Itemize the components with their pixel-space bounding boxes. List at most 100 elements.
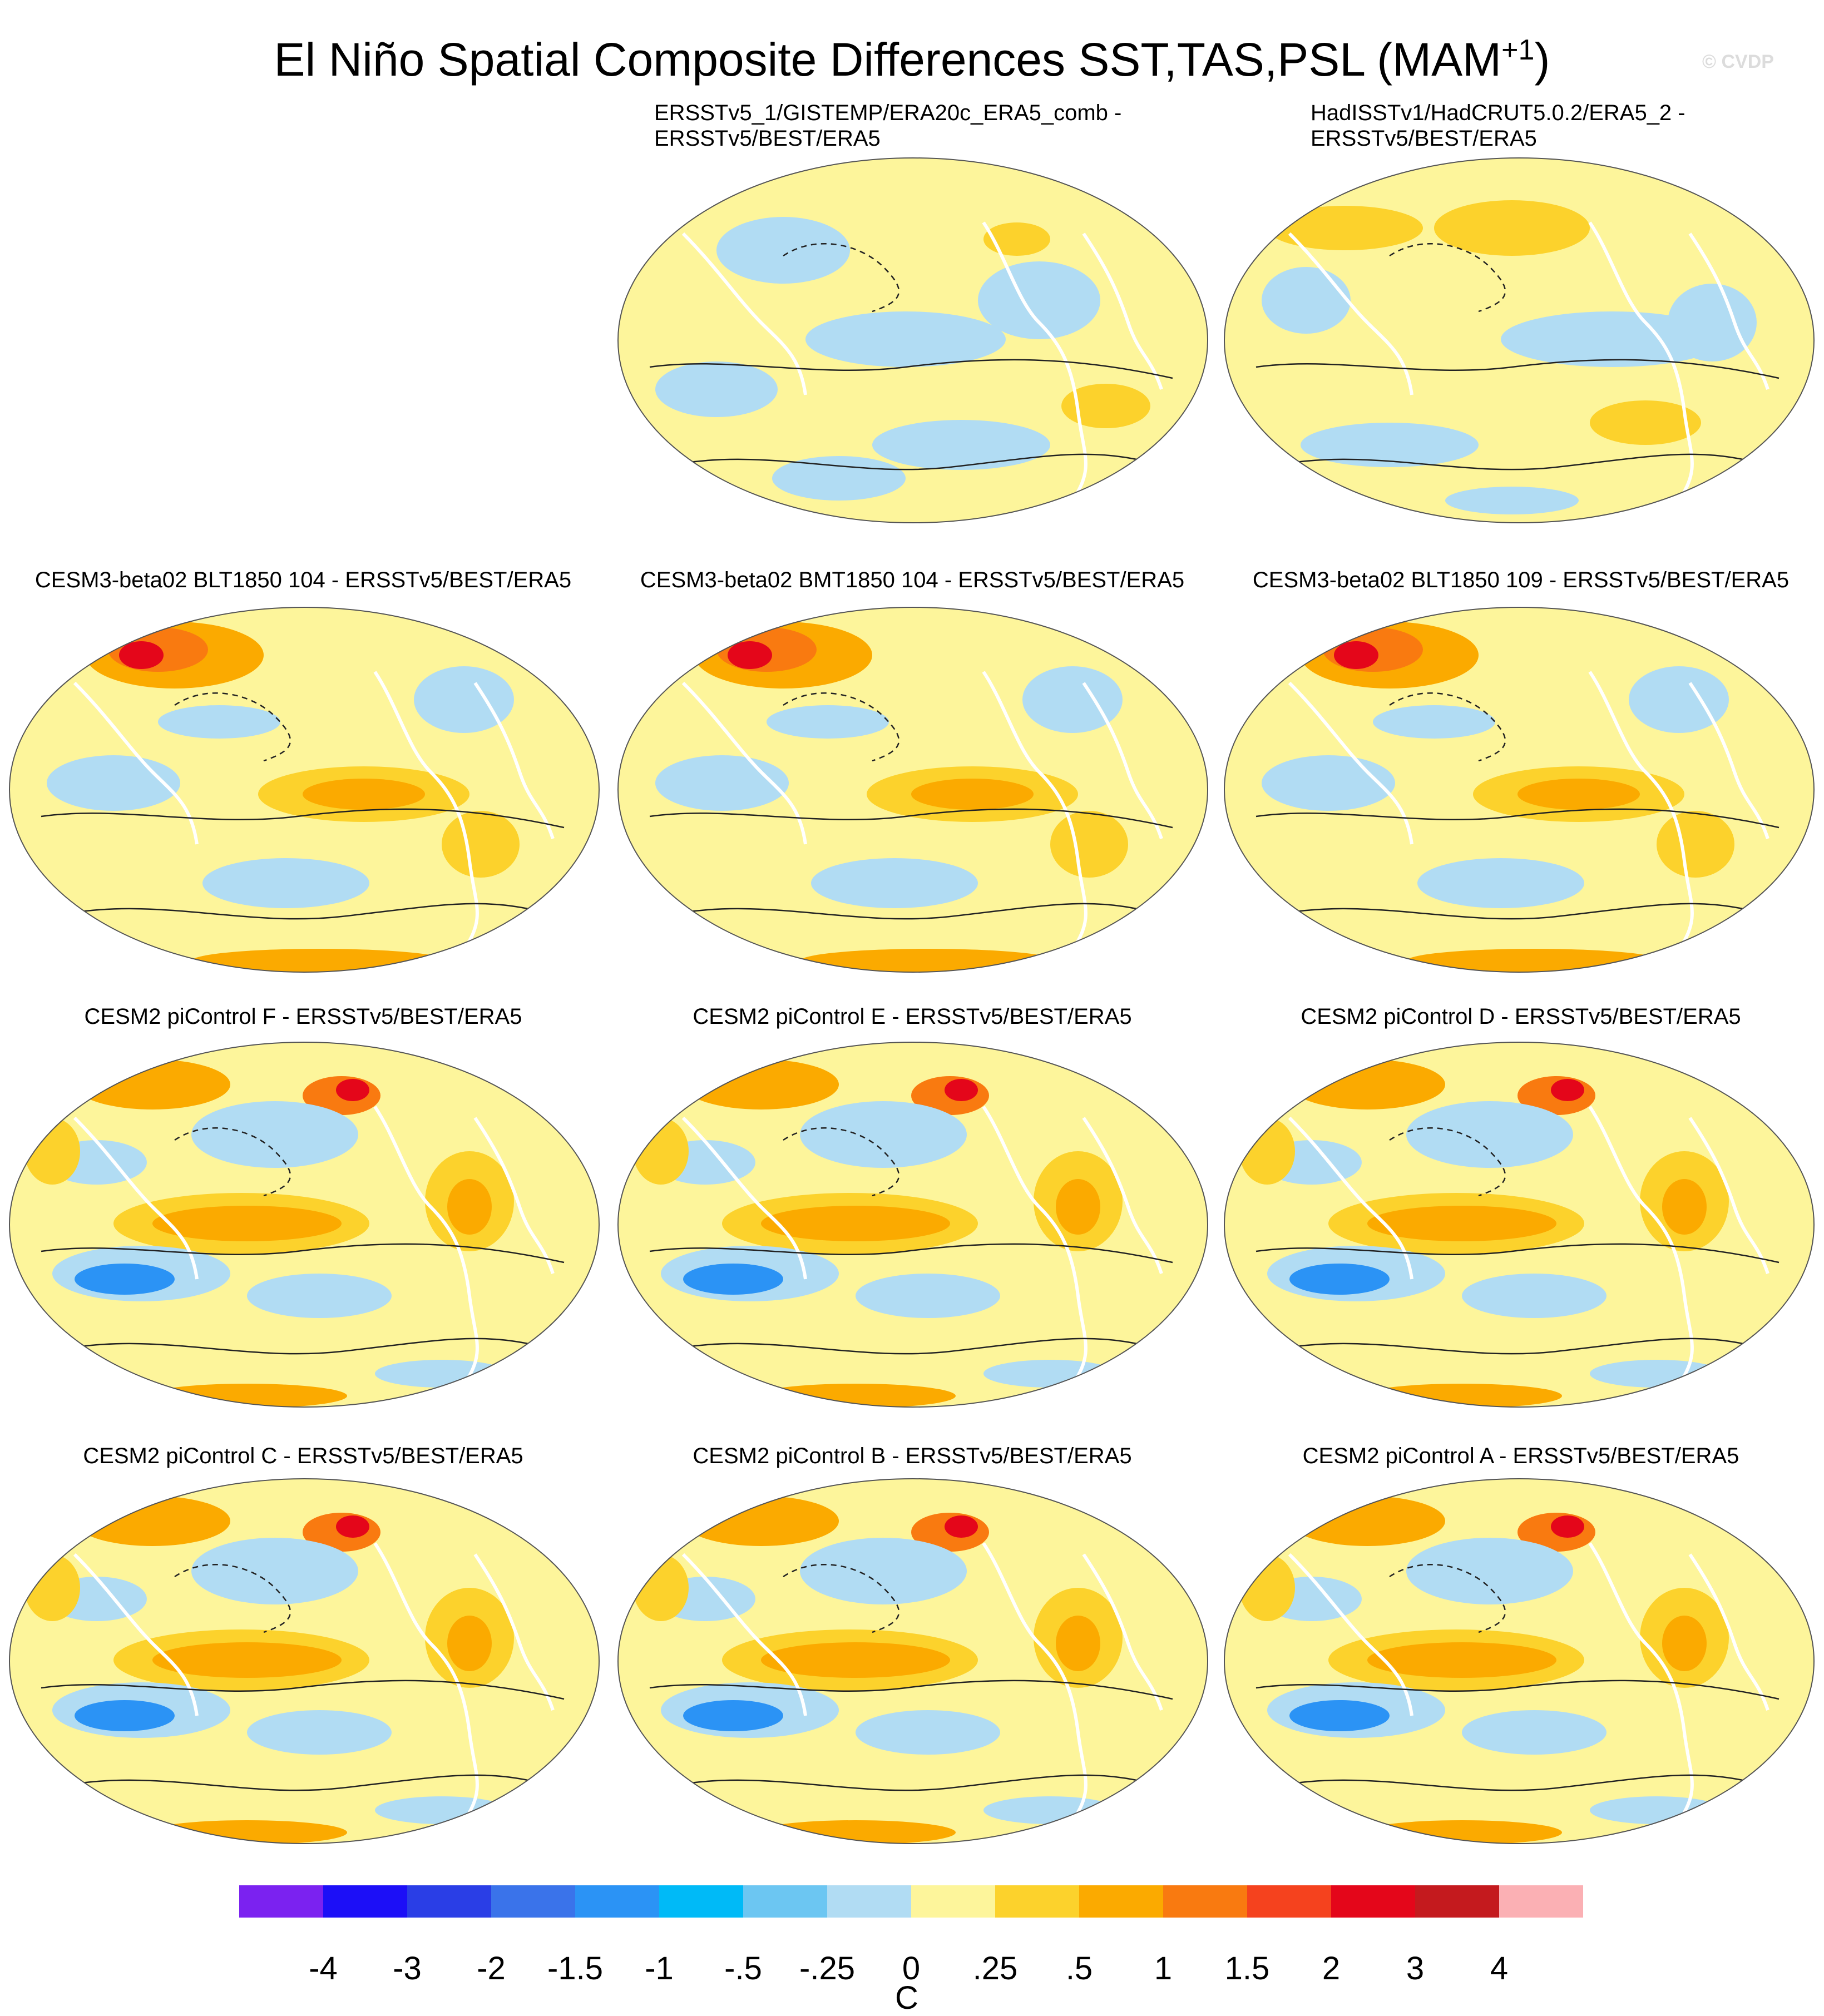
anomaly-region bbox=[1289, 1700, 1390, 1731]
coastline-asia bbox=[681, 1553, 807, 1716]
panel-title-obs2-line2: ERSSTv5/BEST/ERA5 bbox=[1311, 126, 1537, 151]
anomaly-region bbox=[1262, 755, 1395, 811]
anomaly-region bbox=[945, 1515, 978, 1538]
anomaly-region bbox=[683, 1700, 783, 1731]
anomaly-region bbox=[1239, 1554, 1295, 1621]
anomaly-region bbox=[1551, 1079, 1584, 1101]
map-field bbox=[9, 1042, 599, 1407]
map-field bbox=[618, 1479, 1208, 1844]
coastline-americas bbox=[982, 1106, 1088, 1386]
anomaly-region bbox=[1590, 400, 1701, 445]
psl-contour bbox=[52, 903, 559, 920]
anomaly-region bbox=[1590, 1796, 1723, 1824]
psl-contour-dashed bbox=[1389, 242, 1506, 313]
anomaly-region bbox=[1334, 641, 1378, 669]
psl-contour bbox=[1255, 1243, 1779, 1264]
psl-contour bbox=[41, 808, 565, 829]
map-m6 bbox=[1224, 1042, 1815, 1408]
anomaly-region bbox=[1289, 1496, 1445, 1546]
coastline-americas bbox=[373, 1542, 479, 1822]
colorbar-swatch-8 bbox=[911, 1885, 996, 1918]
coastline-africa bbox=[473, 1553, 555, 1711]
anomaly-region bbox=[911, 779, 1034, 810]
coastline-africa bbox=[1688, 1553, 1769, 1711]
colorbar-label: 2 bbox=[1322, 1950, 1341, 1987]
anomaly-region bbox=[683, 1264, 783, 1295]
anomaly-region bbox=[1590, 1360, 1723, 1388]
colorbar-label: 1.5 bbox=[1224, 1950, 1270, 1987]
psl-contour-dashed bbox=[1389, 1127, 1506, 1197]
anomaly-region bbox=[767, 705, 889, 739]
coastline-asia bbox=[1288, 232, 1413, 395]
psl-contour bbox=[52, 1774, 559, 1791]
map-field bbox=[1224, 607, 1814, 972]
coastline-americas bbox=[982, 671, 1088, 951]
anomaly-region bbox=[1362, 1820, 1562, 1844]
psl-contour bbox=[660, 453, 1168, 470]
panel-title-m3: CESM3-beta02 BLT1850 109 - ERSSTv5/BEST/… bbox=[1252, 568, 1790, 592]
anomaly-region bbox=[1362, 1384, 1562, 1407]
anomaly-region bbox=[983, 1796, 1117, 1824]
coastline-americas bbox=[373, 1106, 479, 1386]
anomaly-region bbox=[158, 705, 280, 739]
panel-title-obs2-line1: HadISSTv1/HadCRUT5.0.2/ERA5_2 - bbox=[1311, 101, 1685, 125]
panel-title-m2: CESM3-beta02 BMT1850 104 - ERSSTv5/BEST/… bbox=[640, 568, 1185, 592]
anomaly-region bbox=[24, 1118, 80, 1185]
anomaly-region bbox=[1289, 1059, 1445, 1109]
psl-contour bbox=[1255, 808, 1779, 829]
map-field bbox=[1224, 158, 1814, 523]
map-field bbox=[618, 607, 1208, 972]
anomaly-region bbox=[303, 779, 425, 810]
anomaly-region bbox=[1239, 1118, 1295, 1185]
anomaly-region bbox=[375, 1796, 508, 1824]
anomaly-region bbox=[75, 1496, 230, 1546]
anomaly-region bbox=[983, 222, 1050, 256]
colorbar-label: -3 bbox=[393, 1950, 422, 1987]
anomaly-region bbox=[683, 1059, 839, 1109]
psl-contour bbox=[660, 1338, 1168, 1355]
map-m7 bbox=[9, 1478, 600, 1844]
main-title-close: ) bbox=[1534, 33, 1550, 86]
colorbar-swatch-13 bbox=[1331, 1885, 1416, 1918]
colorbar-swatch-4 bbox=[575, 1885, 660, 1918]
anomaly-region bbox=[655, 361, 778, 417]
coastline-americas bbox=[1588, 671, 1694, 951]
panel-title-m5: CESM2 piControl E - ERSSTv5/BEST/ERA5 bbox=[693, 1004, 1132, 1029]
colorbar-units: C bbox=[895, 1980, 918, 2016]
anomaly-region bbox=[772, 456, 906, 501]
anomaly-region bbox=[1434, 200, 1590, 256]
anomaly-region bbox=[447, 1616, 492, 1671]
colorbar-label: 0 bbox=[902, 1950, 921, 1987]
panel-title-m7: CESM2 piControl C - ERSSTv5/BEST/ERA5 bbox=[83, 1444, 523, 1468]
anomaly-region bbox=[1551, 1515, 1584, 1538]
map-m9 bbox=[1224, 1478, 1815, 1844]
colorbar-swatch-9 bbox=[995, 1885, 1080, 1918]
main-title-superscript: +1 bbox=[1501, 34, 1535, 66]
psl-contour bbox=[1267, 1774, 1774, 1791]
colorbar-label: -.5 bbox=[724, 1950, 762, 1987]
anomaly-region bbox=[945, 1079, 978, 1101]
anomaly-region bbox=[247, 1274, 392, 1318]
colorbar-swatch-1 bbox=[323, 1885, 408, 1918]
coastline-americas bbox=[1588, 1542, 1694, 1822]
anomaly-region bbox=[336, 1079, 369, 1101]
anomaly-region bbox=[1022, 666, 1123, 733]
anomaly-region bbox=[1056, 1616, 1100, 1671]
anomaly-region bbox=[872, 420, 1050, 470]
psl-contour bbox=[1267, 1338, 1774, 1355]
map-m5 bbox=[617, 1042, 1208, 1408]
anomaly-region bbox=[1417, 858, 1584, 908]
psl-contour bbox=[649, 359, 1173, 379]
coastline-africa bbox=[1688, 1117, 1769, 1274]
anomaly-region bbox=[1445, 487, 1579, 514]
psl-contour bbox=[660, 903, 1168, 920]
psl-contour bbox=[1255, 1680, 1779, 1700]
anomaly-region bbox=[152, 1206, 342, 1241]
colorbar-label: 3 bbox=[1406, 1950, 1425, 1987]
psl-contour-dashed bbox=[1389, 1563, 1506, 1633]
colorbar-label: .5 bbox=[1065, 1950, 1093, 1987]
panel-title-obs2: HadISSTv1/HadCRUT5.0.2/ERA5_2 - ERSSTv5/B… bbox=[1311, 100, 1685, 151]
anomaly-region bbox=[1657, 811, 1734, 878]
anomaly-region bbox=[75, 1264, 175, 1295]
panel-title-m1: CESM3-beta02 BLT1850 104 - ERSSTv5/BEST/… bbox=[34, 568, 572, 592]
